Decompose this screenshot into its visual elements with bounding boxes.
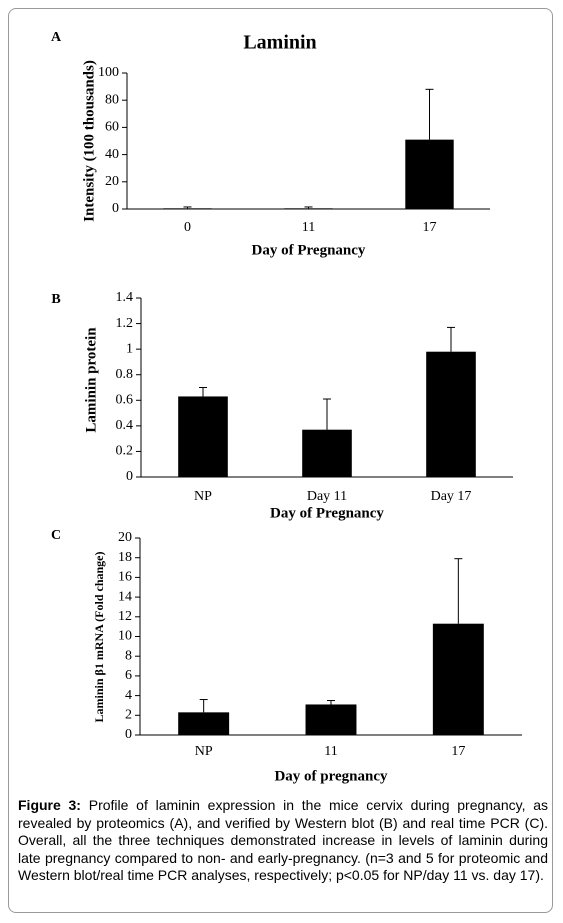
y-tick-label: 0	[112, 201, 119, 216]
y-tick-label: 0.6	[116, 393, 134, 408]
y-tick-label: 1.2	[116, 316, 134, 331]
caption: Figure 3: Profile of laminin expression …	[18, 797, 548, 885]
y-tick-label: 60	[105, 120, 119, 135]
y-tick-label: 0	[125, 727, 132, 742]
bar	[305, 704, 357, 735]
y-tick-label: 40	[105, 147, 119, 162]
bar	[426, 351, 476, 477]
x-tick-label: Day 17	[431, 489, 472, 504]
y-tick-label: 100	[98, 65, 119, 80]
y-tick-label: 14	[118, 589, 132, 604]
x-tick-label: 17	[451, 744, 465, 759]
y-tick-label: 16	[118, 570, 132, 585]
y-tick-label: 0	[126, 469, 133, 484]
y-tick-label: 1.4	[116, 290, 134, 305]
y-tick-label: 80	[105, 92, 119, 107]
frame-border	[8, 8, 553, 913]
bar	[405, 139, 454, 209]
y-tick-label: 20	[105, 174, 119, 189]
y-tick-label: 0.2	[116, 444, 134, 459]
panel-label: C	[51, 528, 61, 543]
y-axis-label: Intensity (100 thousands)	[81, 60, 97, 222]
caption-label: Figure 3:	[18, 797, 81, 813]
y-tick-label: 1	[126, 341, 133, 356]
bar	[284, 208, 333, 209]
y-axis-label: Laminin β1 mRNA (Fold change)	[92, 551, 106, 722]
y-tick-label: 20	[118, 530, 132, 545]
x-tick-label: 11	[302, 220, 315, 235]
x-tick-label: 0	[184, 220, 191, 235]
y-tick-label: 4	[125, 688, 132, 703]
panel-label: A	[51, 30, 62, 45]
y-tick-label: 8	[125, 648, 132, 663]
bar	[302, 429, 352, 477]
bar	[163, 208, 212, 209]
y-tick-label: 0.8	[116, 367, 134, 382]
panel-label: B	[51, 292, 60, 307]
x-tick-label: 11	[324, 744, 337, 759]
y-axis-label: Laminin protein	[83, 327, 99, 433]
y-tick-label: 6	[125, 668, 132, 683]
chart-title: Laminin	[243, 32, 316, 54]
y-tick-label: 12	[118, 609, 132, 624]
x-tick-label: Day 11	[307, 489, 347, 504]
caption-text: Profile of laminin expression in the mic…	[18, 797, 549, 883]
x-axis-label: Day of pregnancy	[274, 768, 388, 784]
x-tick-label: NP	[194, 489, 212, 504]
x-axis-label: Day of Pregnancy	[270, 505, 384, 521]
x-axis-label: Day of Pregnancy	[252, 242, 366, 258]
x-tick-label: NP	[195, 744, 213, 759]
y-tick-label: 10	[118, 629, 132, 644]
bar	[178, 712, 230, 735]
bar	[432, 623, 484, 735]
x-tick-label: 17	[423, 220, 437, 235]
bar	[178, 396, 228, 477]
y-tick-label: 2	[125, 708, 132, 723]
charts: A Laminin Intensity (100 thousands) Day of …	[51, 30, 522, 784]
y-tick-label: 0.4	[116, 418, 134, 433]
y-tick-label: 18	[118, 550, 132, 565]
